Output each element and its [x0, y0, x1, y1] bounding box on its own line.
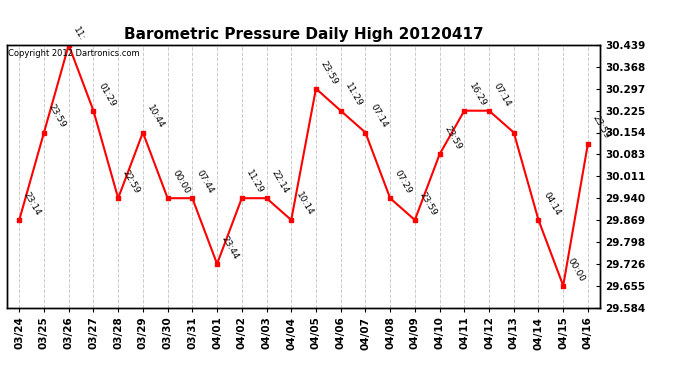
Text: 10:14: 10:14 — [294, 190, 315, 217]
Text: 22:14: 22:14 — [269, 169, 290, 195]
Text: 07:44: 07:44 — [195, 169, 216, 195]
Text: 01:29: 01:29 — [96, 81, 117, 108]
Text: 23:14: 23:14 — [22, 190, 43, 217]
Text: 16:29: 16:29 — [467, 81, 488, 108]
Text: 00:00: 00:00 — [566, 256, 586, 283]
Text: 11:29: 11:29 — [344, 81, 364, 108]
Text: 07:29: 07:29 — [393, 169, 413, 195]
Text: 11:: 11: — [72, 25, 86, 42]
Text: 04:14: 04:14 — [541, 190, 562, 217]
Title: Barometric Pressure Daily High 20120417: Barometric Pressure Daily High 20120417 — [124, 27, 484, 42]
Text: 23:59: 23:59 — [47, 103, 68, 130]
Text: 07:14: 07:14 — [492, 81, 513, 108]
Text: 22:59: 22:59 — [121, 169, 141, 195]
Text: 23:44: 23:44 — [220, 234, 240, 261]
Text: 00:00: 00:00 — [170, 168, 191, 195]
Text: Copyright 2012 Dartronics.com: Copyright 2012 Dartronics.com — [8, 49, 139, 58]
Text: 23:59: 23:59 — [319, 59, 339, 86]
Text: 10:44: 10:44 — [146, 103, 166, 130]
Text: 23:59: 23:59 — [417, 190, 438, 217]
Text: 11:29: 11:29 — [244, 169, 265, 195]
Text: 23:59: 23:59 — [442, 125, 463, 152]
Text: 23:59: 23:59 — [591, 114, 611, 141]
Text: 07:14: 07:14 — [368, 103, 389, 130]
